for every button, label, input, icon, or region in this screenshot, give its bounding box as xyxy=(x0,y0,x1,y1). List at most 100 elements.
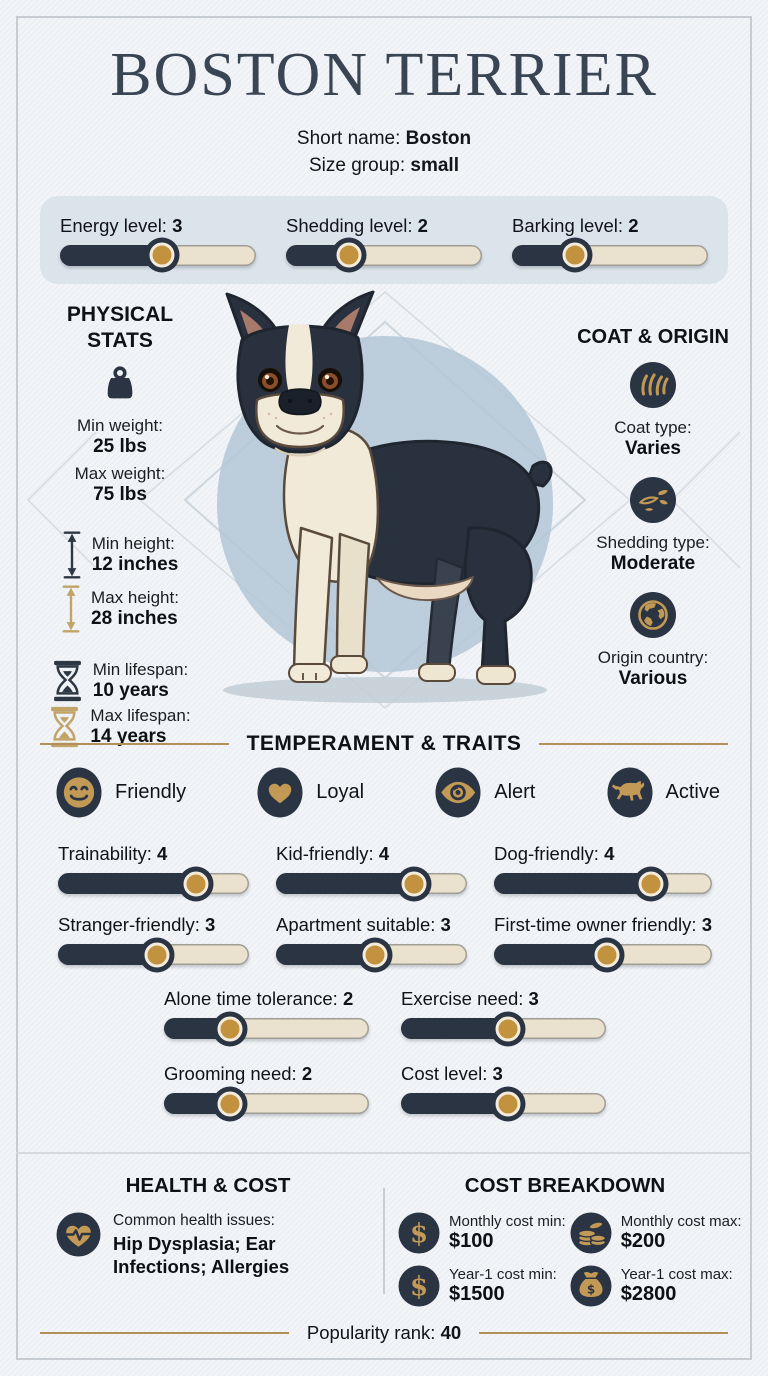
slider-value: 3 xyxy=(440,914,451,935)
slider-knob[interactable] xyxy=(336,242,362,268)
trait-label: Alert xyxy=(494,781,536,803)
slider-track[interactable] xyxy=(58,942,250,967)
slider-knob[interactable] xyxy=(362,942,388,967)
health-issues-label: Common health issues: xyxy=(113,1212,275,1229)
cost-item-value: $200 xyxy=(620,1230,666,1252)
slider-label-text: Cost level: xyxy=(401,1063,493,1084)
slider-knob[interactable] xyxy=(144,942,170,967)
slider-track[interactable] xyxy=(401,1091,606,1116)
health-heading: HEALTH & COST xyxy=(125,1174,291,1197)
slider-fill xyxy=(494,944,620,965)
short-name-label: Short name: xyxy=(296,128,401,149)
coat-item-coat-type: Coat type: Varies xyxy=(566,361,740,460)
slider-label: Exercise need: 3 xyxy=(401,988,606,1010)
slider-fill xyxy=(276,944,388,965)
dog-illustration xyxy=(225,290,553,685)
slider-track[interactable] xyxy=(286,242,482,268)
section-separator xyxy=(16,1152,752,1154)
dollar-icon: $ xyxy=(398,1212,440,1254)
slider-knob[interactable] xyxy=(217,1091,243,1116)
slider-knob[interactable] xyxy=(562,242,588,268)
slider-fill xyxy=(494,873,663,894)
short-name-value: Boston xyxy=(405,128,472,149)
dollar-icon: $ xyxy=(398,1265,440,1307)
slider-knob[interactable] xyxy=(149,242,175,268)
slider-value: 3 xyxy=(701,914,712,935)
slider-track[interactable] xyxy=(276,942,468,967)
cost-grid: $ Monthly cost min: $100 Monthly cost max: $… xyxy=(398,1212,742,1307)
slider-label-text: Apartment suitable: xyxy=(276,914,441,935)
popularity-row: Popularity rank: 40 xyxy=(40,1322,729,1344)
slider-energy-level: Energy level: 3 xyxy=(60,215,256,268)
slider-label: Alone time tolerance: 2 xyxy=(164,988,369,1010)
slider-label-text: Dog-friendly: xyxy=(494,843,605,864)
coat-item-value: Varies xyxy=(625,438,681,459)
slider-knob[interactable] xyxy=(495,1091,521,1116)
physical-stats-heading: PHYSICAL STATS xyxy=(66,303,174,353)
heart-pulse-icon xyxy=(56,1212,101,1257)
slider-value: 3 xyxy=(172,214,183,236)
slider-label: First-time owner friendly: 3 xyxy=(494,914,712,936)
slider-barking-level: Barking level: 2 xyxy=(512,214,708,268)
svg-text:$: $ xyxy=(587,1283,595,1297)
slider-knob[interactable] xyxy=(495,1016,521,1041)
gold-divider-right xyxy=(539,743,729,745)
cost-item-monthly-cost-max: Monthly cost max: $200 xyxy=(570,1212,742,1254)
slider-alone-time-tolerance: Alone time tolerance: 2 xyxy=(164,988,369,1041)
slider-label: Energy level: 3 xyxy=(60,215,256,237)
slider-track[interactable] xyxy=(58,871,250,896)
health-section: HEALTH & COST Common health issues: Hip … xyxy=(40,1174,376,1278)
physical-stats-section: PHYSICAL STATS Min weight: 25 lbs Max weig… xyxy=(28,302,212,752)
popularity-label: Popularity rank: xyxy=(306,1322,436,1343)
slider-dog-friendly: Dog-friendly: 4 xyxy=(494,843,712,896)
slider-value: 3 xyxy=(205,914,216,935)
column-divider xyxy=(383,1188,385,1294)
slider-track[interactable] xyxy=(276,871,468,896)
stat-min-weight: Min weight: 25 lbs xyxy=(28,416,212,458)
stat-max-lifespan: Max lifespan: 14 years xyxy=(28,706,212,748)
stat-label: Min weight: xyxy=(77,415,163,435)
slider-label-text: Alone time tolerance: xyxy=(164,988,343,1009)
slider-track[interactable] xyxy=(494,942,712,967)
slider-track[interactable] xyxy=(164,1016,369,1041)
trait-loyal: Loyal xyxy=(257,767,364,818)
cost-item-value: $100 xyxy=(449,1230,494,1252)
svg-text:$: $ xyxy=(410,1272,428,1302)
slider-label-text: Energy level: xyxy=(60,214,173,236)
slider-exercise-need: Exercise need: 3 xyxy=(401,988,606,1041)
temperament-heading-row: TEMPERAMENT & TRAITS xyxy=(40,732,729,756)
slider-value: 2 xyxy=(628,214,639,236)
coat-item-origin-country: Origin country: Various xyxy=(566,591,740,690)
slider-track[interactable] xyxy=(512,242,708,268)
slider-grooming-need: Grooming need: 2 xyxy=(164,1063,369,1116)
slider-knob[interactable] xyxy=(638,871,664,896)
height-max-icon xyxy=(61,584,81,634)
slider-knob[interactable] xyxy=(217,1016,243,1041)
slider-fill xyxy=(58,873,208,894)
coat-item-shedding-type: Shedding type: Moderate xyxy=(566,476,740,575)
stat-label: Max weight: xyxy=(74,463,166,483)
health-issues-value: Hip Dysplasia; Ear Infections; Allergies xyxy=(113,1233,290,1278)
stat-label: Min height: xyxy=(91,533,175,553)
coat-item-label: Origin country: xyxy=(597,648,709,667)
cost-item-label: Monthly cost min: xyxy=(449,1213,566,1230)
slider-track[interactable] xyxy=(164,1091,369,1116)
cost-item-label: Year-1 cost max: xyxy=(620,1266,733,1283)
moneybag-icon: $ xyxy=(570,1265,612,1307)
slider-value: 4 xyxy=(604,843,615,864)
slider-track[interactable] xyxy=(494,871,712,896)
slider-knob[interactable] xyxy=(401,871,427,896)
slider-track[interactable] xyxy=(401,1016,606,1041)
slider-knob[interactable] xyxy=(183,871,209,896)
svg-text:$: $ xyxy=(410,1219,428,1249)
trait-active: Active xyxy=(606,767,720,818)
trait-label: Friendly xyxy=(115,781,187,803)
gold-divider-left xyxy=(40,1332,289,1334)
gold-divider-left xyxy=(40,743,229,745)
slider-label: Shedding level: 2 xyxy=(286,215,482,237)
slider-knob[interactable] xyxy=(594,942,620,967)
shedding-icon xyxy=(629,476,677,524)
slider-apartment-suitable: Apartment suitable: 3 xyxy=(276,914,468,967)
slider-track[interactable] xyxy=(60,242,256,268)
